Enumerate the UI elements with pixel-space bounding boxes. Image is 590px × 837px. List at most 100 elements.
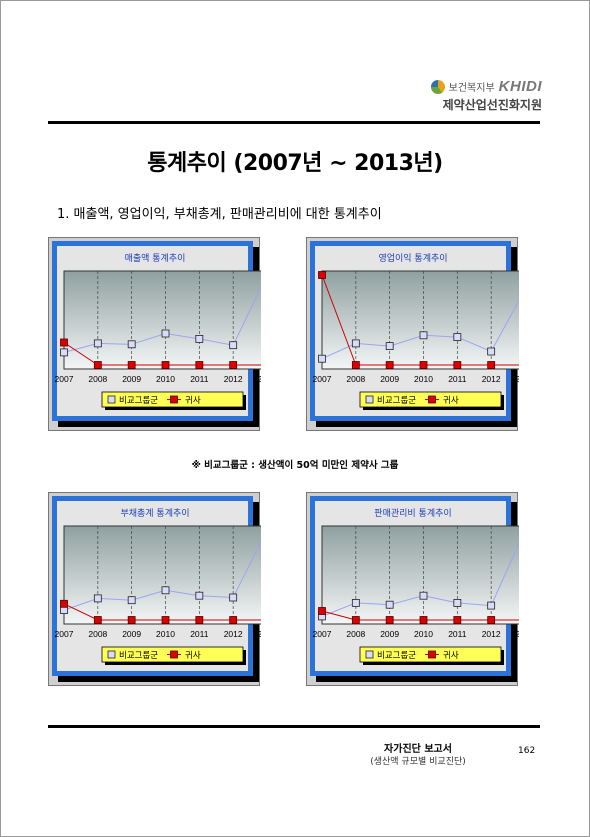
chart-legend: 비교그룹군 귀사 <box>359 646 504 665</box>
data-point-group <box>487 601 496 610</box>
data-point-company <box>351 616 360 624</box>
chart-title: 판매관리비 통계추이 <box>374 507 451 519</box>
x-tick-label: 2009 <box>380 629 399 639</box>
data-point-company <box>487 361 496 369</box>
legend-marker-company <box>170 395 178 404</box>
chart-legend: 비교그룹군 귀사 <box>359 391 504 410</box>
data-point-company <box>229 361 238 369</box>
chart-svg: 매출액 통계추이 2007 2008 2009 2010 2011 2012 2013 비교그룹… <box>55 252 261 410</box>
x-tick-label: 2011 <box>190 629 209 639</box>
section-heading: 1. 매출액, 영업이익, 부채총계, 판매관리비에 대한 통계추이 <box>57 207 382 222</box>
x-tick-label: 2012 <box>482 629 501 639</box>
operating-profit-trend-chart: 영업이익 통계추이 2007 2008 2009 2010 2011 2012 2013 비교그… <box>306 237 519 431</box>
legend-marker-group <box>365 395 374 404</box>
data-point-company <box>385 616 394 624</box>
data-point-group <box>93 339 102 348</box>
x-tick-label: 2007 <box>55 374 74 384</box>
data-point-company <box>487 616 496 624</box>
data-point-company <box>229 616 238 624</box>
x-tick-label: 2011 <box>448 629 467 639</box>
data-point-company <box>318 271 326 279</box>
data-point-group <box>127 596 136 605</box>
x-tick-label: 2012 <box>224 374 243 384</box>
data-point-group <box>419 591 428 600</box>
data-point-company <box>93 616 102 624</box>
data-point-company <box>318 607 326 615</box>
plot-area <box>321 525 519 625</box>
chart-legend: 비교그룹군 귀사 <box>101 646 246 665</box>
data-point-company <box>195 616 204 624</box>
data-point-group <box>487 347 496 356</box>
data-point-company <box>93 361 102 369</box>
chart-title: 영업이익 통계추이 <box>378 252 447 264</box>
legend-marker-company <box>170 650 178 659</box>
x-tick-label: 2011 <box>190 374 209 384</box>
data-point-company <box>161 616 170 624</box>
page-title: 통계추이 (2007년 ~ 2013년) <box>147 151 443 176</box>
plot-area <box>63 525 261 625</box>
data-point-company <box>60 599 68 608</box>
x-tick-label: 2011 <box>448 374 467 384</box>
chart-svg: 부채총계 통계추이 2007 2008 2009 2010 2011 2012 2013 비교그… <box>55 507 261 665</box>
data-point-group <box>385 342 394 350</box>
x-tick-label: 2008 <box>346 374 365 384</box>
x-tick-label: 2013 <box>258 629 261 639</box>
x-tick-label: 2010 <box>156 374 175 384</box>
data-point-company <box>127 616 136 624</box>
total-liabilities-trend-chart: 부채총계 통계추이 2007 2008 2009 2010 2011 2012 2013 비교그… <box>48 492 261 686</box>
data-point-company <box>60 338 68 347</box>
x-tick-label: 2010 <box>156 629 175 639</box>
legend-marker-company <box>428 395 436 404</box>
chart-svg: 영업이익 통계추이 2007 2008 2009 2010 2011 2012 2013 비교그… <box>313 252 519 410</box>
legend-label-company: 귀사 <box>185 650 201 661</box>
sga-expense-trend-chart: 판매관리비 통계추이 2007 2008 2009 2010 2011 2012 2013 비교… <box>306 492 519 686</box>
x-tick-label: 2013 <box>516 374 519 384</box>
data-point-company <box>453 616 462 624</box>
data-point-group <box>195 335 204 343</box>
page-number: 162 <box>518 746 536 756</box>
data-point-group <box>351 339 360 348</box>
data-point-group <box>229 593 238 602</box>
data-point-group <box>453 599 462 607</box>
footer-subtitle: (생산액 규모별 비교진단) <box>370 757 466 767</box>
x-tick-label: 2009 <box>380 374 399 384</box>
data-point-group <box>453 333 462 341</box>
x-tick-label: 2012 <box>224 629 243 639</box>
x-tick-label: 2008 <box>88 629 107 639</box>
data-point-group <box>161 586 170 595</box>
x-tick-label: 2012 <box>482 374 501 384</box>
legend-label-company: 귀사 <box>443 650 459 661</box>
logo-mark-icon <box>430 79 445 94</box>
legend-label-group: 비교그룹군 <box>119 396 158 406</box>
legend-marker-group <box>107 395 116 404</box>
x-tick-label: 2009 <box>122 374 141 384</box>
legend-label-company: 귀사 <box>443 395 459 406</box>
legend-marker-group <box>365 650 374 659</box>
logo-org: 제약산업선진화지원 <box>442 98 542 112</box>
data-point-group <box>60 348 68 357</box>
chart-title: 부채총계 통계추이 <box>120 507 189 519</box>
data-point-company <box>195 361 204 369</box>
x-tick-label: 2008 <box>346 629 365 639</box>
chart-svg: 판매관리비 통계추이 2007 2008 2009 2010 2011 2012 2013 비교… <box>313 507 519 665</box>
x-tick-label: 2007 <box>313 374 332 384</box>
data-point-group <box>385 600 394 609</box>
data-point-company <box>127 361 136 369</box>
plot-area <box>321 270 519 370</box>
chart-legend: 비교그룹군 귀사 <box>101 391 246 410</box>
data-point-company <box>453 361 462 369</box>
legend-marker-company <box>428 650 436 659</box>
plot-area <box>63 270 261 370</box>
data-point-group <box>195 591 204 600</box>
data-point-group <box>229 341 238 350</box>
data-point-group <box>93 594 102 603</box>
data-point-company <box>385 361 394 369</box>
header-rule <box>48 121 540 124</box>
x-tick-label: 2013 <box>516 629 519 639</box>
chart-title: 매출액 통계추이 <box>125 252 186 264</box>
data-point-company <box>419 361 428 369</box>
x-tick-label: 2013 <box>258 374 261 384</box>
data-point-group <box>161 329 170 338</box>
x-tick-label: 2009 <box>122 629 141 639</box>
x-tick-label: 2008 <box>88 374 107 384</box>
